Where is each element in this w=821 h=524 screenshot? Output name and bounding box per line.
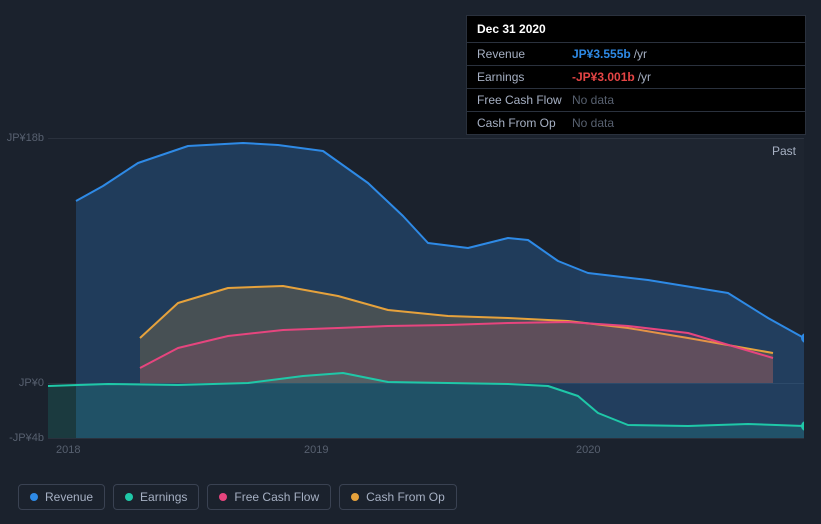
legend-label: Revenue bbox=[45, 490, 93, 504]
legend-item-earnings[interactable]: Earnings bbox=[113, 484, 199, 510]
tooltip-row: Earnings-JP¥3.001b/yr bbox=[467, 66, 805, 89]
chart-svg bbox=[48, 138, 804, 438]
legend: Revenue Earnings Free Cash Flow Cash From O… bbox=[18, 484, 457, 510]
tooltip-row-value: No data bbox=[572, 93, 614, 107]
x-axis-label: 2019 bbox=[304, 444, 328, 456]
tooltip-row-label: Free Cash Flow bbox=[477, 93, 572, 107]
tooltip-row-label: Earnings bbox=[477, 70, 572, 84]
tooltip-row-label: Cash From Op bbox=[477, 116, 572, 130]
x-axis-label: 2018 bbox=[56, 444, 80, 456]
legend-item-revenue[interactable]: Revenue bbox=[18, 484, 105, 510]
legend-label: Cash From Op bbox=[366, 490, 445, 504]
legend-dot-icon bbox=[219, 493, 227, 501]
tooltip-row: Cash From OpNo data bbox=[467, 112, 805, 134]
y-axis-label: JP¥0 bbox=[0, 377, 44, 389]
x-axis-label: 2020 bbox=[576, 444, 600, 456]
y-axis-label: -JP¥4b bbox=[0, 432, 44, 444]
tooltip-row: RevenueJP¥3.555b/yr bbox=[467, 43, 805, 66]
chart: Past JP¥18bJP¥0-JP¥4b 201820192020 bbox=[18, 118, 804, 478]
legend-item-free-cash-flow[interactable]: Free Cash Flow bbox=[207, 484, 331, 510]
tooltip-date: Dec 31 2020 bbox=[467, 16, 805, 43]
legend-dot-icon bbox=[30, 493, 38, 501]
legend-label: Earnings bbox=[140, 490, 187, 504]
legend-item-cash-from-op[interactable]: Cash From Op bbox=[339, 484, 457, 510]
gridline bbox=[48, 438, 804, 439]
legend-dot-icon bbox=[125, 493, 133, 501]
tooltip-row-value: JP¥3.555b/yr bbox=[572, 47, 647, 61]
tooltip-row-value: No data bbox=[572, 116, 614, 130]
y-axis-label: JP¥18b bbox=[0, 132, 44, 144]
tooltip-panel: Dec 31 2020 RevenueJP¥3.555b/yrEarnings-… bbox=[466, 15, 806, 135]
legend-dot-icon bbox=[351, 493, 359, 501]
tooltip-row-label: Revenue bbox=[477, 47, 572, 61]
tooltip-row-value: -JP¥3.001b/yr bbox=[572, 70, 651, 84]
tooltip-row: Free Cash FlowNo data bbox=[467, 89, 805, 112]
legend-label: Free Cash Flow bbox=[234, 490, 319, 504]
